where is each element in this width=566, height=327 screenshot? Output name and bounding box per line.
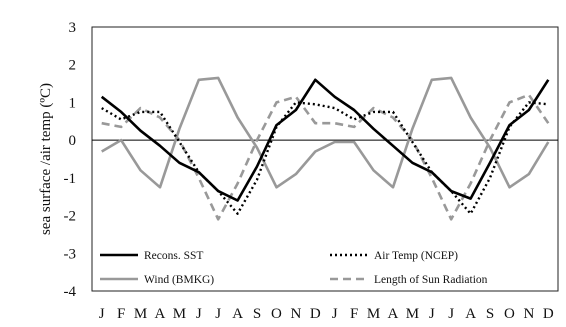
legend-label: Length of Sun Radiation — [374, 274, 488, 286]
x-tick-label: J — [429, 306, 435, 322]
x-tick-label: O — [504, 306, 515, 322]
legend-label: Wind (BMKG) — [144, 274, 214, 286]
x-tick-label: J — [215, 306, 221, 322]
y-tick-label: -3 — [64, 246, 77, 262]
x-tick-label: F — [117, 306, 125, 322]
x-tick-label: N — [290, 306, 301, 322]
plot-area-border — [91, 26, 559, 292]
x-tick-label: J — [196, 306, 202, 322]
x-tick-label: D — [543, 306, 554, 322]
x-tick-label: J — [332, 306, 338, 322]
series-line-air-temp-ncep — [101, 101, 549, 215]
legend-label: Recons. SST — [144, 250, 203, 262]
y-tick-label: 1 — [69, 95, 77, 111]
legend-label: Air Temp (NCEP) — [374, 250, 458, 262]
x-tick-label: M — [173, 306, 186, 322]
x-tick-label: M — [406, 306, 419, 322]
x-tick-label: A — [465, 306, 476, 322]
x-tick-label: A — [232, 306, 243, 322]
x-tick-label: O — [271, 306, 282, 322]
x-tick-label: M — [367, 306, 380, 322]
series-line-recons-sst — [100, 78, 550, 202]
x-tick-label: A — [388, 306, 399, 322]
y-tick-label: 3 — [69, 20, 77, 36]
x-tick-label: A — [155, 306, 166, 322]
x-tick-label: M — [134, 306, 147, 322]
y-axis-label: sea surface /air temp (ºC) — [38, 83, 54, 235]
series-line-wind-bmkg — [101, 76, 550, 189]
y-tick-label: -2 — [64, 209, 77, 225]
x-tick-label: J — [99, 306, 105, 322]
y-tick-label: -1 — [64, 171, 77, 187]
x-tick-label: S — [486, 306, 494, 322]
x-tick-label: N — [523, 306, 534, 322]
x-tick-label: D — [310, 306, 321, 322]
x-tick-label: J — [448, 306, 454, 322]
x-tick-label: F — [350, 306, 358, 322]
y-tick-label: 0 — [69, 133, 77, 149]
y-tick-label: 2 — [69, 58, 77, 74]
series-line-length-of-sun-radiation — [101, 93, 550, 221]
x-tick-label: S — [253, 306, 261, 322]
y-tick-label: -4 — [64, 284, 77, 300]
